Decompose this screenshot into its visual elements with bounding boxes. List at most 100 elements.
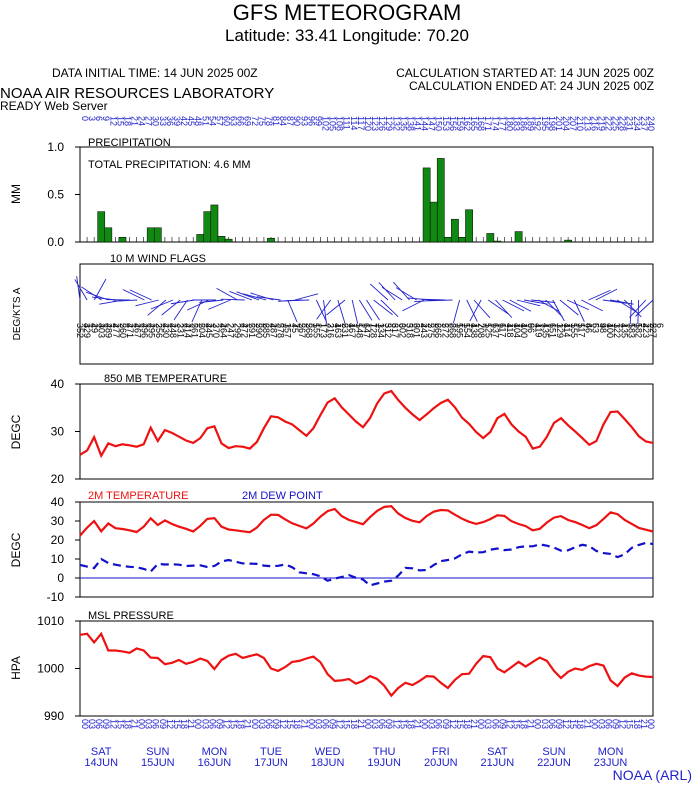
precipitation-yticks: 0.00.51.0 [47,140,80,249]
precip-tick-label: 0.5 [47,188,64,202]
wind-flag [610,300,634,304]
precipitation-bar [451,219,458,242]
temp2m-tick-label: 40 [51,495,65,509]
wind-flag [495,300,511,318]
day-date: 18JUN [311,757,345,769]
precipitation-bar [197,234,204,242]
noaa-credit: NOAA (ARL) [613,767,692,783]
pressure-line [80,634,653,696]
calculation-ended: CALCULATION ENDED AT: 24 JUN 2025 00Z [409,79,654,93]
precipitation-title: PRECIPITATION [88,137,171,149]
precipitation-bar [218,236,225,242]
precipitation-bar [211,205,218,242]
day-date: 23JUN [594,757,628,769]
utc-hour-labels: 0003060912151821000306091215182100030609… [80,719,656,729]
wind-flag [359,300,372,320]
temp850-yticks: 20 30 40 [51,377,80,486]
precipitation-bar [494,241,501,242]
data-initial-time: DATA INITIAL TIME: 14 JUN 2025 00Z [52,66,258,80]
precipitation-bar [423,168,430,242]
pressure-panel: MSL PRESSURE HPA 990 1000 1010 [9,610,653,723]
wind-flag [192,300,202,322]
temp850-ylabel: DEGC [9,414,23,449]
precipitation-bar [147,228,154,242]
wind-flag [136,300,159,306]
precipitation-bar [105,228,112,242]
day-date: 19JUN [367,757,401,769]
temp2m-tick-label: 20 [51,533,65,547]
temp2m-tick-label: -10 [47,590,65,604]
wind-flag [596,289,617,300]
temp2m-line [80,506,653,535]
precipitation-bar [204,212,211,242]
dewpoint-legend: 2M DEW POINT [242,490,323,502]
wind-flag [488,300,508,314]
precipitation-bar [515,232,522,242]
precip-tick-label: 0.0 [47,235,64,249]
day-date: 14JUN [84,757,118,769]
wind-flags-ylabel: DEG/KTS A [12,287,23,340]
temp850-panel: 850 MB TEMPERATURE DEGC 20 30 40 [9,373,653,486]
wind-flag [285,300,309,301]
precipitation-bar [98,212,105,242]
precipitation-bar [267,238,274,242]
wind-flag [453,300,459,323]
precipitation-panel: PRECIPITATION TOTAL PRECIPITATION: 4.6 M… [9,137,653,249]
day-date: 16JUN [198,757,232,769]
temp850-title: 850 MB TEMPERATURE [104,373,227,385]
wind-flag [221,299,245,300]
temp850-tick-label: 30 [51,425,65,439]
wind-flag [581,300,602,311]
wind-flag [295,294,318,300]
pressure-title: MSL PRESSURE [88,610,174,622]
precipitation-bar [487,233,494,242]
temp2m-tick-label: 0 [57,571,64,585]
pressure-tick-label: 1010 [37,614,64,628]
wind-flag [370,284,388,300]
wind-flag [574,300,584,322]
dewpoint-line [80,543,653,586]
wind-flag [553,300,565,321]
day-date: 15JUN [141,757,175,769]
temp850-tick-label: 40 [51,377,65,391]
wind-speed-label: 6 [655,323,665,328]
precipitation-ylabel: MM [9,184,23,204]
precipitation-bar [430,202,437,242]
precipitation-bar [119,237,126,242]
precipitation-bar [225,239,232,242]
wind-flags-title: 10 M WIND FLAGS [110,253,206,265]
wind-flag [638,300,639,324]
calculation-started: CALCULATION STARTED AT: 14 JUN 2025 00Z [396,66,654,80]
wind-flag [324,300,327,324]
day-date: 21JUN [481,757,515,769]
precipitation-bar [465,210,472,242]
day-labels: SAT14JUNSUN15JUNMON16JUNTUE17JUNWED18JUN… [84,746,627,769]
wind-flags-panel: 10 M WIND FLAGS DEG/KTS A 35243294294303… [12,253,665,364]
pressure-tick-label: 1000 [37,662,64,676]
precipitation-total: TOTAL PRECIPITATION: 4.6 MM [88,159,251,171]
wind-flag [352,300,357,323]
precipitation-bar [458,237,465,242]
temp850-tick-label: 20 [51,472,65,486]
wind-flag [379,282,395,300]
wind-flag [171,300,195,304]
pressure-yticks: 990 1000 1010 [37,614,80,723]
wind-flag-marks: 3524329429430342894277526042714267429642… [75,276,665,338]
pressure-ylabel: HPA [9,656,23,680]
temp2m-tick-label: 10 [51,552,65,566]
precipitation-bar [444,237,451,242]
precipitation-bar [154,228,161,242]
chart-subtitle: Latitude: 33.41 Longitude: 70.20 [225,26,469,45]
day-date: 22JUN [537,757,571,769]
wind-flag [288,300,297,322]
chart-title: GFS METEOROGRAM [233,0,462,25]
temp2m-panel: 2M TEMPERATURE 2M DEW POINT DEGC -100102… [9,490,653,604]
temp850-line [80,391,653,456]
server-name: READY Web Server [0,99,108,113]
utc-hour-label: 00 [646,719,656,729]
pressure-tick-label: 990 [44,709,64,723]
wind-flag [217,288,238,300]
wind-flag [381,300,398,317]
